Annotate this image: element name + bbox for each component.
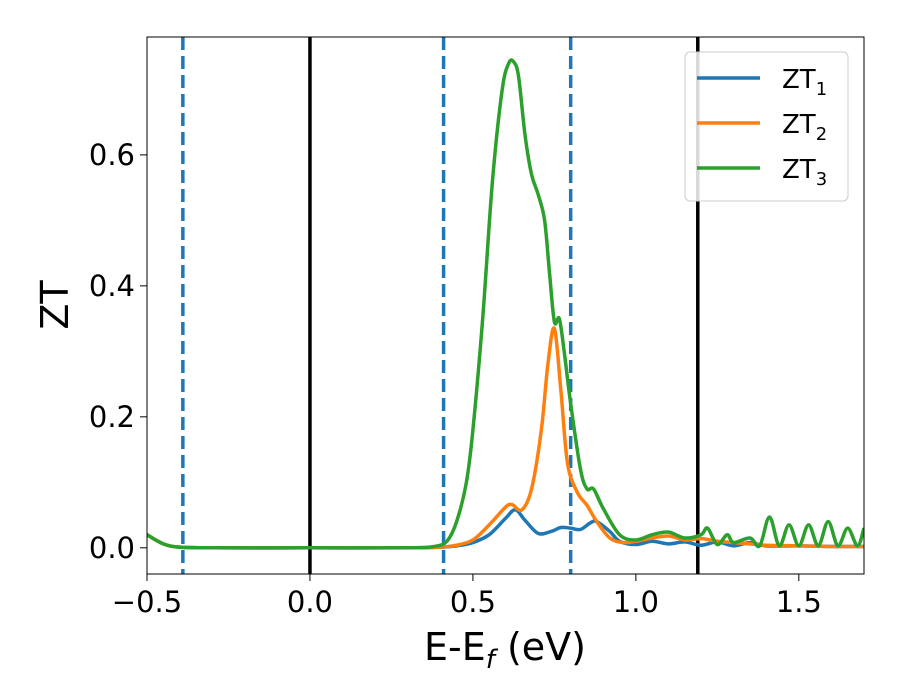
x-tick-label: 1.5 xyxy=(776,585,822,619)
y-tick-label: 0.2 xyxy=(89,400,135,434)
series-line-zt2 xyxy=(147,326,864,550)
x-axis-label: E-Ef (eV) xyxy=(424,625,586,675)
legend-label-zt1: ZT1 xyxy=(782,65,827,100)
series-lines xyxy=(147,58,864,550)
legend: ZT1 ZT2 ZT3 xyxy=(684,51,849,202)
legend-box xyxy=(684,51,849,202)
reference-lines xyxy=(181,37,700,574)
x-tick-label: 1.0 xyxy=(613,585,659,619)
y-tick-label: 0.0 xyxy=(89,531,135,565)
x-tick-label: −0.5 xyxy=(112,585,182,619)
x-tick-label: 0.0 xyxy=(287,585,333,619)
y-axis-label: ZT xyxy=(33,280,77,330)
x-axis-ticks: −0.5 0.0 0.5 1.0 1.5 xyxy=(112,574,822,619)
series-line-zt3 xyxy=(147,58,864,550)
x-tick-label: 0.5 xyxy=(450,585,496,619)
legend-label-zt2: ZT2 xyxy=(782,110,827,145)
y-tick-label: 0.4 xyxy=(89,269,135,303)
legend-label-zt3: ZT3 xyxy=(782,155,827,190)
y-tick-label: 0.6 xyxy=(89,138,135,172)
y-axis-ticks: 0.0 0.2 0.4 0.6 xyxy=(89,138,147,565)
plot-frame xyxy=(146,36,865,575)
